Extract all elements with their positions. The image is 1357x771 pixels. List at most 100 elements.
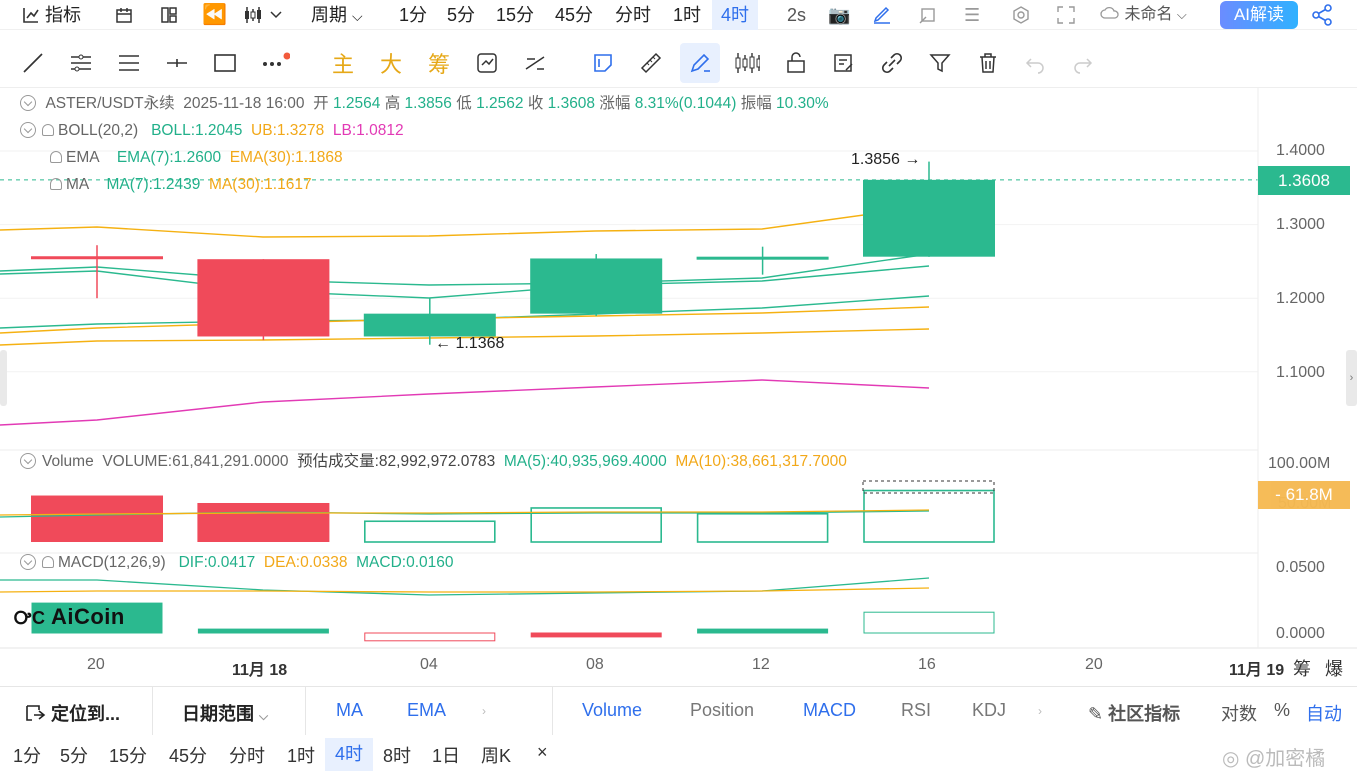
date-range-button[interactable]: 日期范围 ⌵ xyxy=(182,704,269,724)
tf-timeshare[interactable]: 分时 xyxy=(229,746,265,766)
bell-icon[interactable] xyxy=(42,124,54,136)
ma7: MA(7):1.2439 xyxy=(106,176,201,193)
interval-timeshare[interactable]: 分时 xyxy=(615,5,651,25)
list-icon[interactable]: ☰ xyxy=(964,5,981,25)
collapse-icon[interactable] xyxy=(20,554,36,570)
link-icon[interactable] xyxy=(877,48,907,78)
macd-legend[interactable]: MACD(12,26,9) DIF:0.0417 DEA:0.0338 MACD… xyxy=(20,553,454,573)
bell-icon[interactable] xyxy=(50,151,62,163)
indicator-macd[interactable]: MACD xyxy=(803,700,856,720)
edit-note-icon[interactable] xyxy=(829,48,859,78)
more-sub-indicators[interactable]: › xyxy=(1038,704,1042,718)
boll-lb: LB:1.0812 xyxy=(332,122,404,139)
bell-icon[interactable] xyxy=(42,556,54,568)
indicators-button[interactable]: 指标 xyxy=(22,0,81,30)
ruler-icon[interactable] xyxy=(636,48,666,78)
ai-interpret-button[interactable]: AI解读 xyxy=(1220,1,1298,29)
candle-type-icon[interactable] xyxy=(244,0,284,30)
tf-4h[interactable]: 4时 xyxy=(325,738,373,771)
close-strip-icon[interactable]: × xyxy=(537,742,548,762)
indicator-rsi[interactable]: RSI xyxy=(901,700,932,720)
interval-5m[interactable]: 5分 xyxy=(447,5,476,25)
parallel-line-icon[interactable] xyxy=(66,48,96,78)
brush-tool-icon[interactable] xyxy=(680,43,720,83)
volume-legend[interactable]: Volume VOLUME:61,841,291.0000 预估成交量:82,9… xyxy=(20,452,847,472)
trash-icon[interactable] xyxy=(973,48,1003,78)
interval-45m[interactable]: 45分 xyxy=(555,5,594,25)
percent-scale-toggle[interactable]: % xyxy=(1274,700,1291,720)
boll-legend[interactable]: BOLL(20,2) BOLL:1.2045 UB:1.3278 LB:1.08… xyxy=(20,121,404,141)
indicator-kdj[interactable]: KDJ xyxy=(972,700,1007,720)
calendar-icon[interactable] xyxy=(115,0,133,30)
tf-1d[interactable]: 1日 xyxy=(432,746,461,766)
undo-icon[interactable] xyxy=(1020,48,1050,78)
channel-icon[interactable] xyxy=(114,48,144,78)
layout-icon[interactable] xyxy=(160,0,178,30)
interval-15m[interactable]: 15分 xyxy=(496,5,535,25)
rectangle-icon[interactable] xyxy=(210,48,240,78)
horizontal-line-icon[interactable] xyxy=(162,48,192,78)
settings-icon[interactable] xyxy=(1011,0,1031,30)
indicator-ma[interactable]: MA xyxy=(336,700,363,720)
share-icon[interactable] xyxy=(1311,0,1333,30)
tf-15m[interactable]: 15分 xyxy=(109,746,148,766)
tf-8h[interactable]: 8时 xyxy=(383,746,412,766)
candles-icon[interactable] xyxy=(732,48,762,78)
volume-ma5-line xyxy=(0,510,930,518)
time-tick: 20 xyxy=(1085,656,1103,673)
time-tick: 11月 19 xyxy=(1229,662,1285,679)
more-tools-icon[interactable] xyxy=(260,48,290,78)
watermark: ◎ @加密橘 xyxy=(1222,748,1326,770)
unlock-icon[interactable] xyxy=(781,48,811,78)
chart-canvas[interactable] xyxy=(0,88,1357,686)
chart-icon xyxy=(23,8,39,23)
tf-45m[interactable]: 45分 xyxy=(169,746,208,766)
indicator-position[interactable]: Position xyxy=(690,700,755,720)
bell-icon[interactable] xyxy=(50,178,62,190)
scroll-right-handle[interactable]: › xyxy=(1346,350,1357,406)
main-tool[interactable]: 主 xyxy=(331,52,354,77)
close-value: 1.3608 xyxy=(547,95,596,112)
rewind-icon[interactable]: ⏪ xyxy=(202,4,227,26)
layout-name-dropdown[interactable]: 未命名 ⌵ xyxy=(1100,0,1187,30)
tf-5m[interactable]: 5分 xyxy=(60,746,89,766)
line-tool-icon[interactable] xyxy=(18,48,48,78)
period-dropdown[interactable]: 周期 ⌵ xyxy=(311,5,363,25)
chip-tool[interactable]: 筹 xyxy=(427,52,450,77)
measure-icon[interactable] xyxy=(520,48,550,78)
interval-1m[interactable]: 1分 xyxy=(399,5,428,25)
chip-toggle[interactable]: 筹 xyxy=(1293,659,1311,679)
fullscreen-icon[interactable] xyxy=(1056,0,1076,30)
scroll-left-handle[interactable] xyxy=(0,350,7,406)
indicator-ema[interactable]: EMA xyxy=(407,700,447,720)
tf-1w[interactable]: 周K xyxy=(481,746,512,766)
redo-icon[interactable] xyxy=(1068,48,1098,78)
current-price-label: 1.3608 xyxy=(1258,166,1350,195)
ohlc-header: ASTER/USDT永续 2025-11-18 16:00 开 1.2564 高… xyxy=(20,94,829,114)
magnet-icon[interactable] xyxy=(588,48,618,78)
locate-button[interactable]: 定位到... xyxy=(24,700,120,726)
tf-1m[interactable]: 1分 xyxy=(13,746,42,766)
ma-legend[interactable]: MA MA(7):1.2439 MA(30):1.1617 xyxy=(50,175,312,195)
tf-1h[interactable]: 1时 xyxy=(287,746,316,766)
log-scale-toggle[interactable]: 对数 xyxy=(1221,704,1257,724)
refresh-rate[interactable]: 2s xyxy=(787,5,807,25)
camera-icon[interactable]: 📷 xyxy=(828,5,851,25)
filter-icon[interactable] xyxy=(925,48,955,78)
indicator-volume[interactable]: Volume xyxy=(582,700,643,720)
collapse-icon[interactable] xyxy=(20,95,36,111)
pen-icon[interactable] xyxy=(872,0,892,30)
ema-legend[interactable]: EMA EMA(7):1.2600 EMA(30):1.1868 xyxy=(50,148,343,168)
share-window-icon[interactable] xyxy=(918,0,938,30)
collapse-icon[interactable] xyxy=(20,122,36,138)
big-tool[interactable]: 大 xyxy=(379,52,402,77)
interval-1h[interactable]: 1时 xyxy=(673,5,702,25)
close-label: 收 xyxy=(527,95,544,112)
interval-4h[interactable]: 4时 xyxy=(712,0,758,30)
sync-icon[interactable] xyxy=(472,48,502,78)
liquidation-toggle[interactable]: 爆 xyxy=(1325,659,1343,679)
more-main-indicators[interactable]: › xyxy=(482,704,486,718)
auto-scale-toggle[interactable]: 自动 xyxy=(1306,704,1342,724)
community-indicators-button[interactable]: ✎ 社区指标 xyxy=(1088,704,1181,724)
collapse-icon[interactable] xyxy=(20,453,36,469)
